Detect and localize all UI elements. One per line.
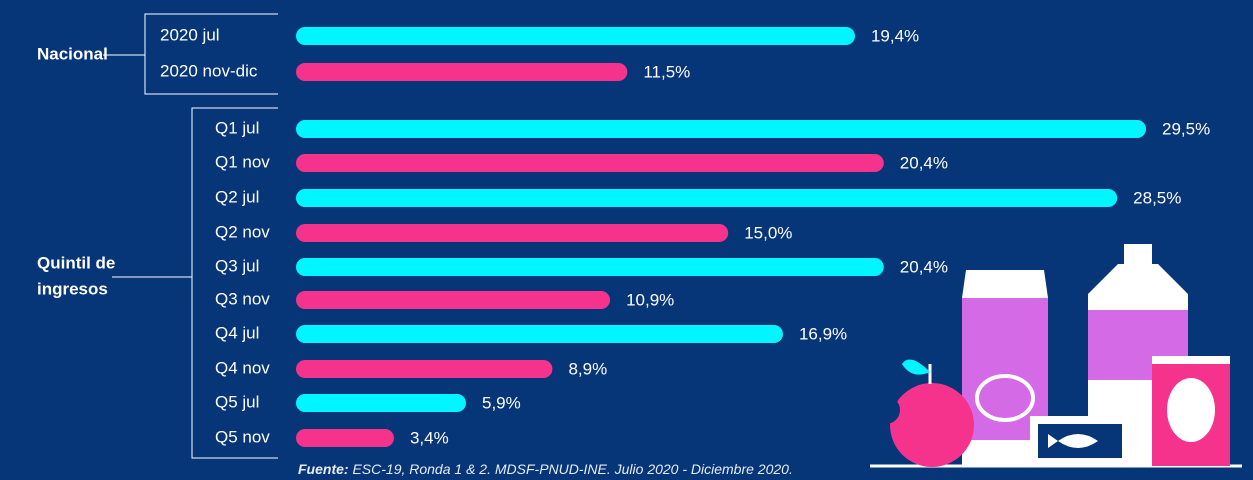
value-label: 11,5% <box>643 62 690 81</box>
bar <box>296 224 729 242</box>
value-label: 20,4% <box>900 153 948 172</box>
category-label: Q5 jul <box>215 392 259 411</box>
source: Fuente: ESC-19, Ronda 1 & 2. MDSF-PNUD-I… <box>298 461 793 477</box>
value-label: 19,4% <box>871 26 919 45</box>
value-label: 15,0% <box>744 223 792 242</box>
value-label: 29,5% <box>1162 119 1210 138</box>
value-label: 20,4% <box>900 257 948 276</box>
group-label: Quintil de <box>37 253 115 272</box>
category-label: Q3 nov <box>215 289 270 308</box>
group-label: Nacional <box>37 44 108 63</box>
category-label: Q4 nov <box>215 358 270 377</box>
value-label: 8,9% <box>568 359 607 378</box>
value-label: 5,9% <box>482 393 521 412</box>
value-label: 3,4% <box>410 428 449 447</box>
source-text: ESC-19, Ronda 1 & 2. MDSF-PNUD-INE. Juli… <box>352 461 792 477</box>
bar <box>296 325 783 343</box>
category-label: Q5 nov <box>215 427 270 446</box>
category-label: Q1 nov <box>215 152 270 171</box>
bar <box>296 63 628 81</box>
bar <box>296 429 394 447</box>
category-label: Q2 nov <box>215 222 270 241</box>
bar <box>296 258 884 276</box>
category-label: Q3 jul <box>215 256 259 275</box>
group-label: ingresos <box>37 279 108 298</box>
bar <box>296 394 466 412</box>
bar <box>296 120 1146 138</box>
bar <box>296 27 855 45</box>
bar <box>296 189 1118 207</box>
value-label: 16,9% <box>799 324 847 343</box>
category-label: 2020 jul <box>160 25 220 44</box>
bar <box>296 154 884 172</box>
value-label: 28,5% <box>1133 188 1181 207</box>
groceries-illustration <box>870 244 1242 468</box>
source-label: Fuente: <box>298 461 349 477</box>
category-label: Q4 jul <box>215 323 259 342</box>
bar <box>296 360 553 378</box>
value-label: 10,9% <box>626 290 674 309</box>
category-label: 2020 nov-dic <box>160 61 258 80</box>
bar <box>296 291 611 309</box>
bracket-quintil <box>112 107 278 459</box>
bracket-nacional <box>103 13 278 95</box>
category-label: Q1 jul <box>215 118 259 137</box>
category-label: Q2 jul <box>215 187 259 206</box>
